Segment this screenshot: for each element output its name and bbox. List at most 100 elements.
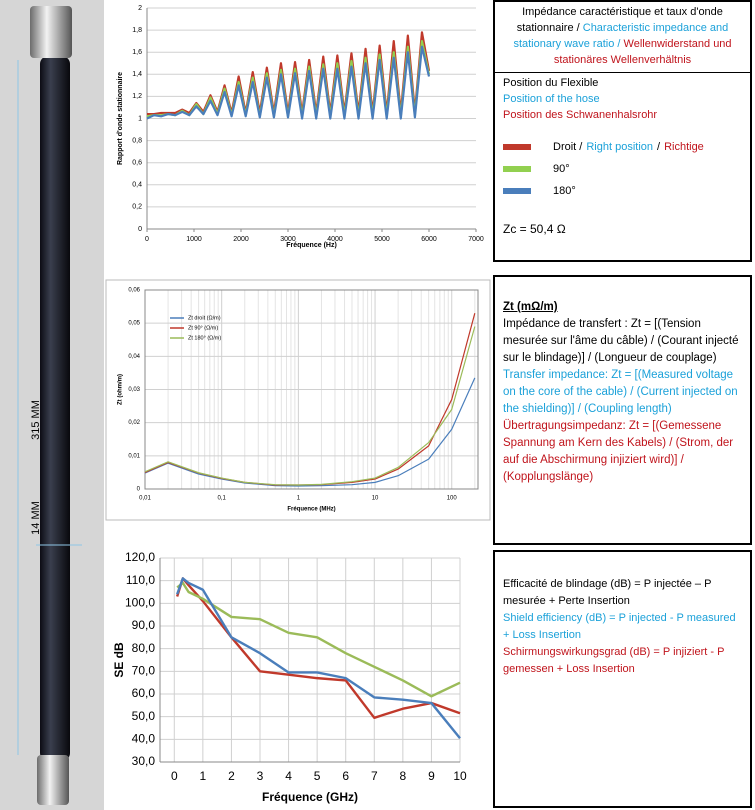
- legend-row: 90°: [503, 161, 742, 177]
- title-en: Characteristic impedance and stationary …: [513, 22, 729, 50]
- x-tick-label: 7: [371, 769, 378, 783]
- plot-frame: [144, 289, 479, 490]
- legend-swatch: [503, 188, 531, 194]
- legend-label: Zt 90° (Ω/m): [188, 325, 218, 331]
- y-tick-label: 0,05: [128, 321, 140, 327]
- y-tick-label: 0,02: [128, 420, 140, 426]
- legend-text: Droit /: [553, 141, 583, 153]
- position-section: Position du Flexible Position of the hos…: [495, 72, 750, 237]
- y-tick-label: 60,0: [132, 686, 156, 700]
- box-title: Impédance caractéristique et taux d'onde…: [503, 4, 742, 68]
- legend-swatch: [503, 144, 531, 150]
- y-tick-label: 1: [138, 115, 142, 122]
- y-axis-label: Rapport d'onde stationnaire: [117, 72, 124, 165]
- y-axis-label: SE dB: [112, 642, 126, 678]
- x-tick-label: 4: [285, 769, 292, 783]
- y-tick-label: 0: [138, 226, 142, 233]
- y-tick-label: 0,4: [132, 182, 142, 189]
- x-axis-label: Fréquence (Hz): [286, 242, 337, 249]
- series-line: [175, 577, 461, 719]
- y-tick-label: 70,0: [132, 664, 156, 678]
- y-tick-label: 0,01: [128, 453, 140, 459]
- x-tick-label: 0,01: [139, 496, 151, 502]
- legend-label: Zt 180° (Ω/m): [188, 335, 221, 341]
- y-tick-label: 0,04: [128, 354, 140, 360]
- y-tick-label: 1,4: [132, 71, 142, 78]
- position-de: Position des Schwanenhalsrohr: [503, 109, 658, 121]
- se-fr: Efficacité de blindage (dB) = P injectée…: [503, 578, 712, 607]
- y-tick-label: 1,8: [132, 27, 142, 34]
- y-tick-label: 1,2: [132, 93, 142, 100]
- diameter-label: 14 MM: [30, 501, 42, 535]
- legend-row: 180°: [503, 183, 742, 199]
- cable: [40, 56, 70, 761]
- x-tick-label: 2000: [233, 236, 249, 243]
- x-tick-label: 4000: [327, 236, 343, 243]
- y-tick-label: 0,8: [132, 137, 142, 144]
- y-tick-label: 40,0: [132, 732, 156, 746]
- y-axis-label: Zt (ohm/m): [118, 374, 124, 405]
- zt-fr: Impédance de transfert : Zt = [(Tension …: [503, 318, 739, 364]
- zt-heading: Zt (mΩ/m): [503, 301, 558, 313]
- x-tick-label: 3000: [280, 236, 296, 243]
- x-tick-label: 10: [453, 769, 467, 783]
- title-de: Wellenwiderstand und stationäres Wellenv…: [553, 38, 732, 66]
- x-tick-label: 100: [447, 496, 458, 502]
- y-tick-label: 1,6: [132, 49, 142, 56]
- impedance-box: Impédance caractéristique et taux d'onde…: [493, 0, 752, 262]
- connector-top: [30, 6, 72, 58]
- x-tick-label: 1: [200, 769, 207, 783]
- series-line: [146, 45, 431, 120]
- series-line: [176, 577, 461, 739]
- x-tick-label: 2: [228, 769, 235, 783]
- x-tick-label: 3: [257, 769, 264, 783]
- legend-text: 180°: [553, 185, 576, 197]
- series-line: [176, 581, 461, 698]
- x-tick-label: 6000: [421, 236, 437, 243]
- transfer-box: Zt (mΩ/m) Impédance de transfert : Zt = …: [493, 275, 752, 545]
- x-tick-label: 7000: [468, 236, 484, 243]
- length-label: 315 MM: [30, 400, 42, 440]
- x-tick-label: 0,1: [218, 496, 227, 502]
- legend-swatch: [503, 166, 531, 172]
- y-tick-label: 0,6: [132, 160, 142, 167]
- se-en: Shield efficiency (dB) = P injected - P …: [503, 612, 736, 641]
- y-tick-label: 0,2: [132, 204, 142, 211]
- y-tick-label: 30,0: [132, 754, 156, 768]
- legend-label: Zt droit (Ω/m): [188, 315, 221, 321]
- y-tick-label: 0: [137, 487, 141, 493]
- zt-de: Übertragungsimpedanz: Zt = [(Gemessene S…: [503, 420, 734, 483]
- x-tick-label: 9: [428, 769, 435, 783]
- legend-text: /: [657, 141, 661, 153]
- legend-row: Droit / Right position / Richtige: [503, 139, 742, 155]
- y-tick-label: 80,0: [132, 641, 156, 655]
- x-axis-label: Fréquence (MHz): [287, 507, 335, 513]
- y-tick-label: 110,0: [126, 573, 155, 587]
- position-fr: Position du Flexible: [503, 77, 599, 89]
- series-line: [144, 326, 476, 486]
- legend-text: Richtige: [664, 141, 704, 153]
- y-tick-label: 0,06: [128, 288, 140, 294]
- zc: Zc = 50,4 Ω: [503, 222, 566, 236]
- zt-en: Transfer impedance: Zt = [(Measured volt…: [503, 369, 738, 415]
- x-tick-label: 6: [342, 769, 349, 783]
- series-line: [147, 31, 431, 116]
- x-tick-label: 8: [400, 769, 407, 783]
- y-tick-label: 100,0: [125, 596, 155, 610]
- se-de: Schirmungswirkungsgrad (dB) = P injizier…: [503, 646, 725, 675]
- y-tick-label: 0,03: [128, 387, 140, 393]
- legend-text: 90°: [553, 163, 570, 175]
- x-tick-label: 10: [372, 496, 379, 502]
- x-tick-label: 0: [145, 236, 149, 243]
- title-fr: Impédance caractéristique et taux d'onde…: [516, 6, 723, 34]
- x-tick-label: 1: [297, 496, 301, 502]
- series-line: [144, 377, 476, 487]
- x-tick-label: 5000: [374, 236, 390, 243]
- y-tick-label: 50,0: [132, 709, 156, 723]
- x-tick-label: 1000: [186, 236, 202, 243]
- connector-bottom: [37, 755, 69, 805]
- legend-text: Right position: [586, 141, 653, 153]
- position-en: Position of the hose: [503, 93, 600, 105]
